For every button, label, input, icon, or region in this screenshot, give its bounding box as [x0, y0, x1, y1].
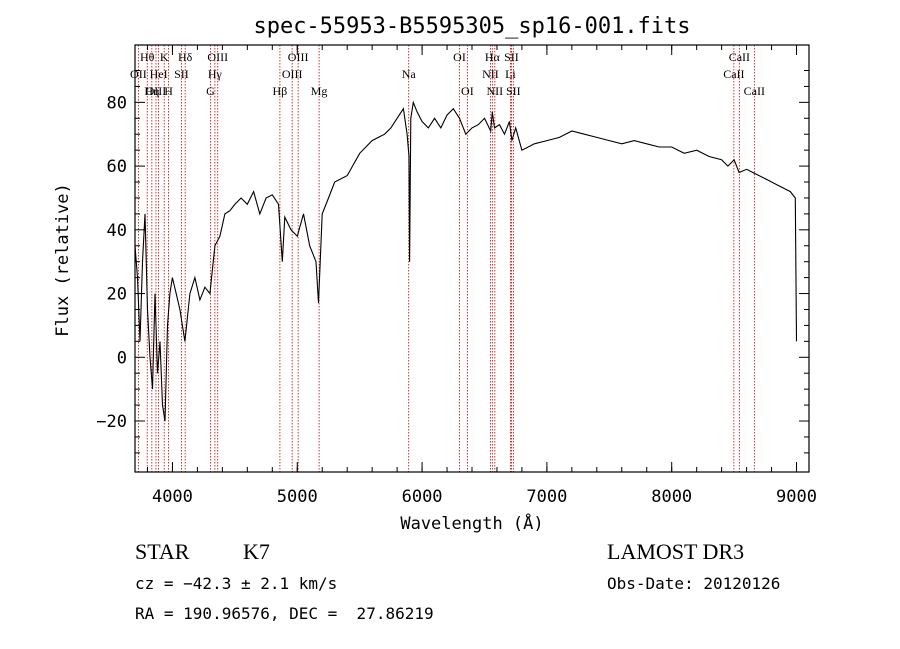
x-axis-ticks: 4000 5000 6000 7000 8000 9000	[146, 45, 817, 507]
y-tick-label: 60	[107, 157, 127, 177]
y-tick-label: 20	[107, 285, 127, 305]
object-type: STAR	[135, 539, 190, 564]
line-marker-label: Hα	[485, 50, 501, 64]
x-tick-label: 6000	[402, 487, 443, 507]
redshift-readout: cz = −42.3 ± 2.1 km/s	[135, 574, 338, 593]
x-tick-label: 5000	[277, 487, 318, 507]
line-marker-label: NII	[482, 67, 499, 81]
line-marker-label: OI	[461, 84, 474, 98]
survey-name: LAMOST DR3	[607, 539, 745, 564]
line-marker-label: SII	[174, 67, 189, 81]
line-marker-label: OIII	[288, 50, 309, 64]
line-marker-label: OI	[453, 50, 466, 64]
observation-date: Obs-Date: 20120126	[607, 574, 781, 593]
x-tick-label: 7000	[526, 487, 567, 507]
line-marker-label: HeI	[150, 67, 168, 81]
y-tick-label: 80	[107, 93, 127, 113]
line-marker-label: SII	[506, 84, 521, 98]
line-marker-label: OIII	[282, 67, 303, 81]
line-marker-label: Li	[505, 67, 516, 81]
line-marker-label: NII	[487, 84, 504, 98]
coordinates-readout: RA = 190.96576, DEC = 27.86219	[135, 604, 434, 623]
x-axis-label: Wavelength (Å)	[400, 512, 543, 534]
line-marker-label: SII	[504, 50, 519, 64]
y-axis-ticks: −20 0 20 40 60 80	[96, 69, 809, 454]
x-tick-label: 8000	[651, 487, 692, 507]
y-axis-label: Flux (relative)	[53, 183, 73, 337]
line-marker-label: Na	[402, 67, 417, 81]
line-marker-label: CaII	[723, 67, 744, 81]
line-marker-label: Hδ	[178, 50, 193, 64]
line-marker-label: G	[206, 84, 215, 98]
y-tick-label: 40	[107, 221, 127, 241]
line-marker-label: K	[160, 50, 169, 64]
y-tick-label: −20	[96, 412, 127, 432]
line-marker-label: H	[164, 84, 173, 98]
line-marker-label: OIII	[146, 84, 167, 98]
line-marker-label: Hβ	[273, 84, 288, 98]
chart-title: spec-55953-B5595305_sp16-001.fits	[253, 14, 690, 39]
spectrum-line	[134, 100, 798, 422]
x-tick-label: 4000	[152, 487, 193, 507]
line-marker-label: OIII	[207, 50, 228, 64]
plot-frame	[134, 44, 810, 473]
emission-line-markers	[137, 45, 755, 472]
line-marker-label: Hη	[144, 84, 159, 98]
y-tick-label: 0	[117, 348, 127, 368]
line-marker-label: CaII	[744, 84, 765, 98]
line-marker-label: Hγ	[208, 67, 223, 81]
line-marker-label: OII	[130, 67, 147, 81]
spectral-subclass: K7	[243, 539, 270, 564]
line-marker-label: Mg	[311, 84, 328, 98]
line-marker-label: Hθ	[140, 50, 155, 64]
x-tick-label: 9000	[776, 487, 817, 507]
line-marker-label: CaII	[729, 50, 750, 64]
